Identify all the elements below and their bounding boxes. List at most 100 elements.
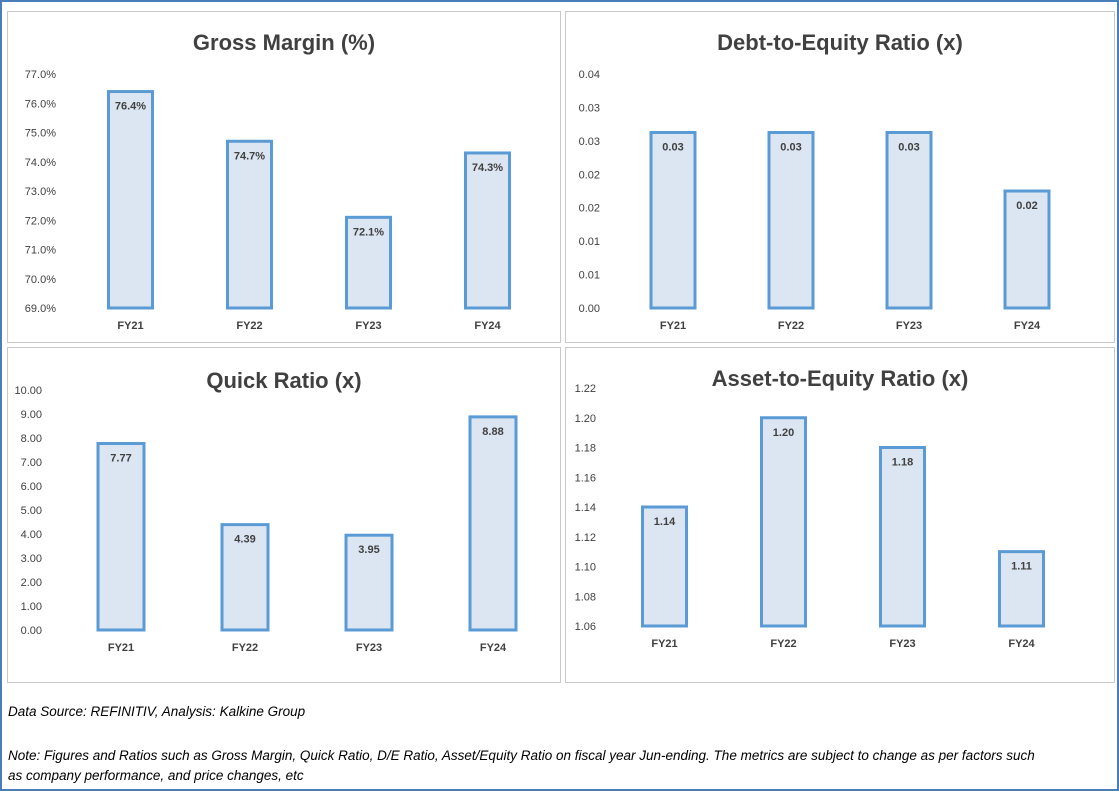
x-tick-label: FY23: [356, 642, 382, 654]
data-label: 1.11: [1011, 561, 1032, 573]
gross-margin-chart: Gross Margin (%) 69.0% 70.0% 71.0% 72.0% 73.…: [7, 11, 561, 343]
bar-fy22: [760, 416, 807, 628]
bar-fy21: [107, 90, 154, 310]
x-tick-label: FY21: [660, 320, 686, 332]
debt-to-equity-plot: 0.00 0.01 0.01 0.02 0.02 0.03 0.03 0.04 0.03 FY21…: [579, 69, 1051, 332]
y-tick-label: 74.0%: [25, 157, 56, 169]
y-tick-label: 0.01: [579, 236, 600, 248]
y-tick-label: 77.0%: [25, 69, 56, 81]
y-tick-label: 1.06: [575, 621, 596, 633]
chart-title: Asset-to-Equity Ratio (x): [711, 366, 969, 391]
y-tick-label: 1.00: [21, 601, 42, 613]
bar-fy22: [226, 139, 273, 310]
y-tick-label: 9.00: [21, 409, 42, 421]
x-tick-label: FY24: [1008, 638, 1035, 650]
data-label: 1.14: [654, 516, 676, 528]
data-label: 74.7%: [234, 150, 265, 162]
y-tick-label: 0.03: [579, 102, 600, 114]
y-tick-label: 1.22: [575, 383, 596, 395]
bar-fy21: [649, 131, 697, 310]
chart-title: Debt-to-Equity Ratio (x): [717, 30, 963, 55]
x-tick-label: FY23: [355, 320, 381, 332]
y-tick-label: 76.0%: [25, 98, 56, 110]
bar-fy23: [885, 131, 933, 310]
y-tick-label: 1.18: [575, 443, 596, 455]
note-text-line-1: Note: Figures and Ratios such as Gross M…: [8, 748, 1035, 763]
y-tick-label: 1.08: [575, 591, 596, 603]
y-tick-label: 69.0%: [25, 303, 56, 315]
bar-fy22: [220, 523, 270, 632]
bar-fy21: [641, 505, 688, 628]
x-tick-label: FY23: [889, 638, 915, 650]
y-tick-label: 1.10: [575, 562, 596, 574]
chart-title: Gross Margin (%): [192, 30, 376, 55]
bar-fy23: [345, 215, 392, 310]
y-tick-label: 1.20: [575, 413, 596, 425]
data-label: 8.88: [482, 426, 503, 438]
y-tick-label: 1.16: [575, 472, 596, 484]
x-tick-label: FY22: [770, 638, 796, 650]
asset-to-equity-plot: 1.06 1.08 1.10 1.12 1.14 1.16 1.18 1.20 1.22 1.14…: [575, 383, 1045, 650]
data-label: 76.4%: [115, 101, 146, 113]
y-tick-label: 1.14: [575, 502, 596, 514]
debt-to-equity-chart: Debt-to-Equity Ratio (x) 0.00 0.01 0.01 0.0…: [565, 11, 1115, 343]
bar-fy22: [767, 131, 815, 310]
chart-title: Quick Ratio (x): [206, 368, 362, 393]
data-label: 3.95: [358, 544, 379, 556]
y-tick-label: 0.04: [579, 69, 600, 81]
x-tick-label: FY21: [108, 642, 134, 654]
quick-ratio-plot: 0.00 1.00 2.00 3.00 4.00 5.00 6.00 7.00 8.00 9.00…: [14, 385, 518, 654]
x-tick-label: FY22: [232, 642, 258, 654]
y-tick-label: 7.00: [21, 457, 42, 469]
asset-to-equity-chart: Asset-to-Equity Ratio (x) 1.06 1.08 1.10 1.…: [565, 347, 1115, 683]
x-tick-label: FY22: [236, 320, 262, 332]
note-text-line-2: as company performance, and price change…: [8, 768, 304, 783]
y-tick-label: 10.00: [14, 385, 42, 397]
bar-fy24: [468, 415, 518, 632]
x-tick-label: FY24: [480, 642, 507, 654]
x-tick-label: FY21: [651, 638, 677, 650]
bar-fy24: [1003, 189, 1051, 310]
y-tick-label: 0.03: [579, 136, 600, 148]
bar-fy24: [464, 151, 511, 310]
data-label: 0.03: [898, 142, 919, 154]
data-label: 4.39: [234, 534, 255, 546]
y-tick-label: 4.00: [21, 529, 42, 541]
x-tick-label: FY22: [778, 320, 804, 332]
data-label: 0.03: [780, 142, 801, 154]
y-tick-label: 1.12: [575, 532, 596, 544]
data-label: 7.77: [110, 453, 131, 465]
bar-fy23: [879, 446, 926, 628]
x-tick-label: FY24: [474, 320, 501, 332]
x-tick-label: FY21: [117, 320, 143, 332]
gross-margin-plot: 69.0% 70.0% 71.0% 72.0% 73.0% 74.0% 75.0% 76.0%…: [25, 69, 511, 332]
y-tick-label: 0.00: [21, 625, 42, 637]
y-tick-label: 71.0%: [25, 245, 56, 257]
x-tick-label: FY24: [1014, 320, 1041, 332]
data-label: 74.3%: [472, 162, 503, 174]
y-tick-label: 70.0%: [25, 274, 56, 286]
y-tick-label: 0.02: [579, 203, 600, 215]
y-tick-label: 75.0%: [25, 128, 56, 140]
data-label: 1.20: [773, 427, 794, 439]
data-source-text: Data Source: REFINITIV, Analysis: Kalkin…: [8, 704, 306, 719]
y-tick-label: 0.01: [579, 270, 600, 282]
x-tick-label: FY23: [896, 320, 922, 332]
bar-fy23: [344, 533, 394, 632]
data-label: 1.18: [892, 457, 913, 469]
bar-fy24: [998, 550, 1045, 628]
y-tick-label: 73.0%: [25, 186, 56, 198]
y-tick-label: 0.02: [579, 169, 600, 181]
data-label: 0.03: [662, 142, 683, 154]
y-tick-label: 72.0%: [25, 215, 56, 227]
data-label: 72.1%: [353, 226, 384, 238]
y-tick-label: 3.00: [21, 553, 42, 565]
y-tick-label: 0.00: [579, 303, 600, 315]
quick-ratio-chart: Quick Ratio (x) 0.00 1.00 2.00 3.00 4.00 5.00…: [7, 347, 561, 683]
y-tick-label: 5.00: [21, 505, 42, 517]
y-tick-label: 2.00: [21, 577, 42, 589]
data-label: 0.02: [1016, 200, 1037, 212]
y-tick-label: 6.00: [21, 481, 42, 493]
y-tick-label: 8.00: [21, 433, 42, 445]
